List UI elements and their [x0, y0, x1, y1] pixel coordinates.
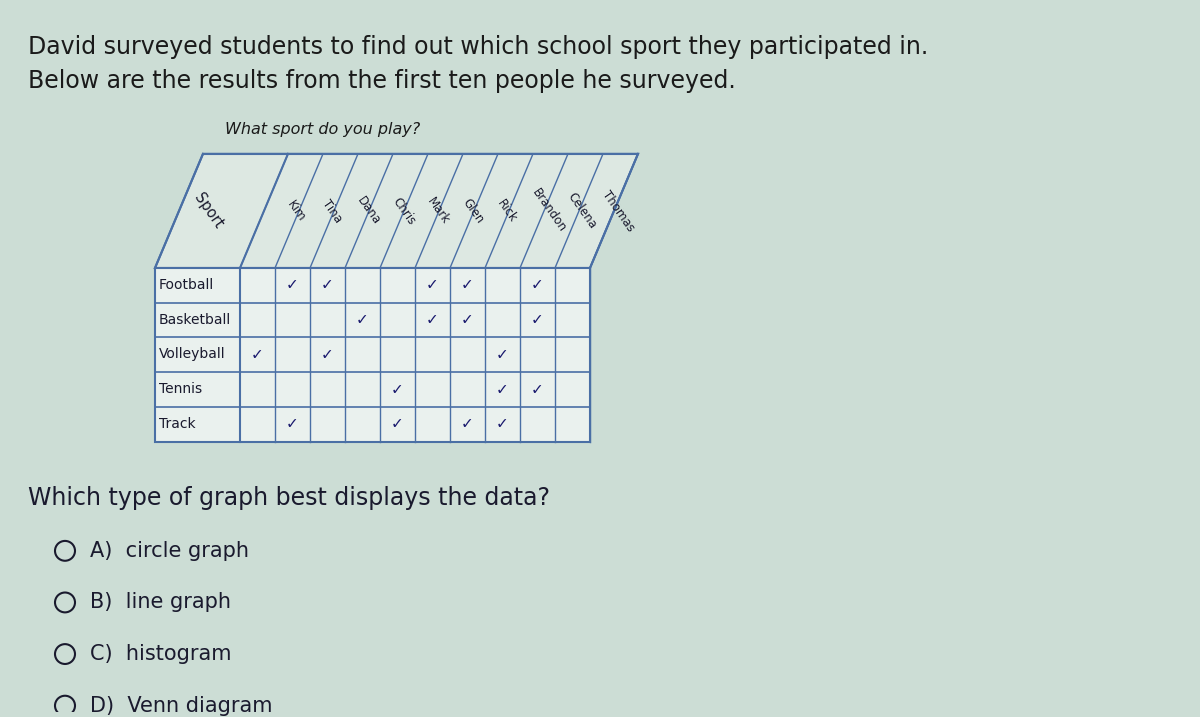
Text: B)  line graph: B) line graph: [90, 592, 230, 612]
Text: ✓: ✓: [461, 277, 474, 293]
Text: ✓: ✓: [322, 277, 334, 293]
Text: Mark: Mark: [425, 195, 452, 227]
Text: Brandon: Brandon: [529, 186, 569, 235]
Text: Below are the results from the first ten people he surveyed.: Below are the results from the first ten…: [28, 70, 736, 93]
Text: Celena: Celena: [564, 191, 599, 232]
Text: C)  histogram: C) histogram: [90, 644, 232, 664]
Text: Track: Track: [158, 417, 196, 431]
Text: Basketball: Basketball: [158, 313, 232, 326]
Text: Glen: Glen: [460, 196, 486, 226]
Text: Thomas: Thomas: [600, 188, 637, 234]
Text: ✓: ✓: [286, 277, 299, 293]
Polygon shape: [155, 154, 638, 268]
Text: Which type of graph best displays the data?: Which type of graph best displays the da…: [28, 486, 550, 511]
Bar: [155, 268, 590, 442]
Text: ✓: ✓: [426, 277, 439, 293]
Text: A)  circle graph: A) circle graph: [90, 541, 250, 561]
Text: Rick: Rick: [494, 197, 520, 224]
Text: Sport: Sport: [191, 191, 226, 232]
Text: ✓: ✓: [461, 312, 474, 327]
Text: ✓: ✓: [391, 381, 404, 397]
Text: ✓: ✓: [532, 277, 544, 293]
Text: ✓: ✓: [496, 347, 509, 362]
Text: ✓: ✓: [426, 312, 439, 327]
Text: Volleyball: Volleyball: [158, 347, 226, 361]
Text: Dana: Dana: [354, 194, 383, 227]
Text: ✓: ✓: [356, 312, 368, 327]
Text: ✓: ✓: [322, 347, 334, 362]
Text: D)  Venn diagram: D) Venn diagram: [90, 695, 272, 716]
Text: ✓: ✓: [496, 381, 509, 397]
Text: ✓: ✓: [391, 417, 404, 432]
Text: Chris: Chris: [390, 195, 418, 227]
Text: Tennis: Tennis: [158, 382, 202, 396]
Text: Tina: Tina: [319, 197, 344, 225]
Text: ✓: ✓: [532, 381, 544, 397]
Text: ✓: ✓: [532, 312, 544, 327]
Text: ✓: ✓: [251, 347, 264, 362]
Text: Football: Football: [158, 278, 215, 292]
Text: David surveyed students to find out which school sport they participated in.: David surveyed students to find out whic…: [28, 34, 929, 59]
Text: ✓: ✓: [286, 417, 299, 432]
Text: ✓: ✓: [496, 417, 509, 432]
Text: What sport do you play?: What sport do you play?: [226, 122, 420, 137]
Text: Kim: Kim: [284, 198, 308, 224]
Text: ✓: ✓: [461, 417, 474, 432]
